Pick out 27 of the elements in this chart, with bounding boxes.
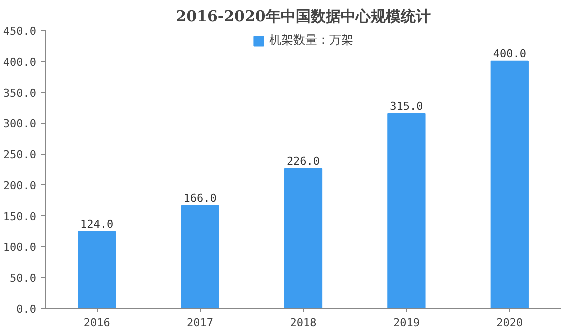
x-tick-label: 2017 [187, 316, 214, 329]
text: 315.0 [390, 100, 424, 113]
x-tick-label: 2019 [393, 316, 420, 329]
x-tick-label: 2020 [496, 316, 524, 329]
y-tick-label: 400.0 [3, 56, 37, 69]
y-tick-label: 200.0 [3, 179, 37, 192]
y-tick-label: 250.0 [3, 148, 37, 162]
bar [490, 60, 529, 308]
legend-label: 机架数量：万架 [270, 32, 354, 49]
text: 400.0 [493, 47, 526, 60]
y-tick-label: 300.0 [3, 118, 37, 131]
chart-title: 2016-2020年中国数据中心规模统计 [176, 8, 431, 26]
x-tick-label: 2016 [84, 316, 110, 329]
y-tick-label: 0.0 [16, 303, 37, 316]
y-tick-label: 350.0 [3, 86, 37, 100]
text: 166.0 [184, 192, 217, 205]
text: 124.0 [80, 218, 114, 231]
bar [181, 205, 220, 308]
text: 226.0 [286, 154, 320, 168]
bar [284, 168, 323, 308]
y-tick-label: 150.0 [3, 210, 37, 224]
y-tick-label: 50.0 [10, 272, 37, 286]
bar [388, 113, 426, 308]
x-tick-label: 2018 [290, 316, 317, 329]
y-tick-label: 100.0 [3, 241, 37, 254]
y-tick-label: 450.0 [3, 25, 37, 38]
bar [78, 231, 116, 308]
